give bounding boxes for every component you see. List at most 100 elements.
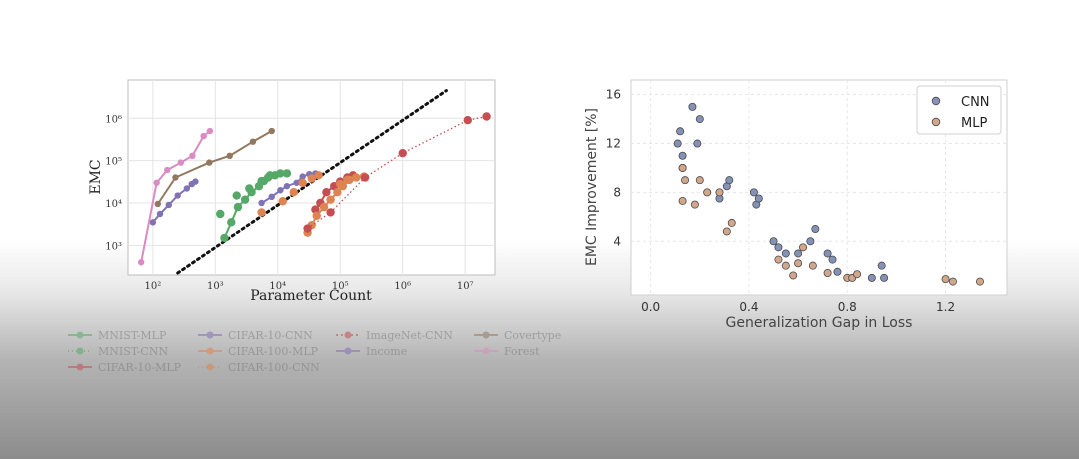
data-point-mnist-cnn xyxy=(216,209,225,219)
legend-entry-covertype: Covertype xyxy=(474,329,561,342)
data-point-cifar-100-cnn xyxy=(307,174,316,183)
legend-entry-imagenet-cnn: ImageNet-CNN xyxy=(336,329,453,342)
data-point-imagenet-cnn xyxy=(482,112,491,121)
left-x-tick-label: 10³ xyxy=(207,281,224,292)
scatter-point-cnn xyxy=(794,249,803,258)
data-point-imagenet-cnn xyxy=(326,208,335,217)
left-x-tick-label: 10⁷ xyxy=(457,281,474,292)
data-point-mnist-mlp xyxy=(220,233,229,243)
data-point-mnist-cnn xyxy=(265,171,275,180)
scatter-point-mlp xyxy=(781,261,790,270)
right-legend: CNN MLP xyxy=(916,85,1002,135)
left-y-tick-labels: 10³ 10⁴ 10⁵ 10⁶ xyxy=(105,114,122,252)
data-point-cifar-10-cnn xyxy=(293,179,300,186)
scatter-point-cnn xyxy=(695,115,704,124)
scatter-point-mlp xyxy=(695,176,704,185)
scatter-point-cnn xyxy=(754,194,763,203)
data-point-imagenet-cnn xyxy=(303,224,312,233)
scatter-point-mlp xyxy=(948,277,957,286)
data-point-imagenet-cnn xyxy=(398,148,407,158)
scatter-point-cnn xyxy=(693,139,702,148)
data-point-income xyxy=(156,210,164,218)
data-point-forest xyxy=(177,159,184,166)
legend-marker xyxy=(206,363,214,371)
legend-marker xyxy=(482,331,490,339)
scatter-point-mlp xyxy=(941,275,950,284)
legend-marker xyxy=(206,347,214,355)
data-point-income xyxy=(174,192,181,199)
right-x-axis-label: Generalization Gap in Loss xyxy=(726,315,913,331)
right-legend-marker xyxy=(931,96,941,106)
scatter-point-mlp xyxy=(789,271,798,280)
legend-entry-income: Income xyxy=(336,345,407,358)
scatter-point-cnn xyxy=(676,127,685,136)
scatter-series-cnn xyxy=(673,102,889,282)
scatter-point-mlp xyxy=(681,176,690,185)
series-forest xyxy=(137,127,214,266)
scatter-point-cnn xyxy=(688,102,697,111)
scatter-point-mlp xyxy=(715,188,724,197)
right-legend-marker xyxy=(931,117,941,127)
scatter-point-cnn xyxy=(880,273,889,282)
data-point-mnist-cnn xyxy=(257,176,266,186)
left-series-group xyxy=(137,112,491,266)
left-y-tick-label: 10⁶ xyxy=(105,114,122,125)
left-x-tick-label: 10⁶ xyxy=(394,281,411,292)
scatter-point-mlp xyxy=(678,163,687,172)
left-x-tick-label: 10² xyxy=(144,281,161,292)
data-point-cifar-100-cnn xyxy=(314,171,323,180)
scatter-point-cnn xyxy=(877,261,886,270)
data-point-cifar-10-mlp xyxy=(322,187,331,197)
left-x-tick-label: 10⁴ xyxy=(269,281,286,292)
data-point-mnist-mlp xyxy=(227,218,236,227)
right-y-tick-labels: 4 8 12 16 xyxy=(606,88,621,249)
legend-entry-cifar-100-mlp: CIFAR-100-MLP xyxy=(198,345,319,358)
data-point-mnist-mlp xyxy=(233,202,243,212)
legend-marker xyxy=(344,347,352,355)
left-y-tick-label: 10³ xyxy=(105,241,122,252)
legend-label: CIFAR-10-MLP xyxy=(98,361,182,374)
data-point-imagenet-cnn xyxy=(463,116,472,125)
legend-entry-cifar-10-mlp: CIFAR-10-MLP xyxy=(68,361,182,374)
scatter-point-mlp xyxy=(722,227,731,236)
series-covertype xyxy=(154,127,275,208)
scatter-point-mlp xyxy=(690,200,699,209)
data-point-cifar-10-cnn xyxy=(299,173,306,180)
legend-marker xyxy=(76,363,84,371)
data-point-covertype xyxy=(206,159,213,166)
right-y-tick-label: 4 xyxy=(613,234,621,248)
data-point-income xyxy=(165,201,173,209)
right-y-tick-label: 8 xyxy=(613,185,621,199)
right-y-axis-label: EMC Improvement [%] xyxy=(584,108,600,266)
data-point-forest xyxy=(164,166,171,174)
data-point-covertype xyxy=(249,138,257,145)
scatter-point-cnn xyxy=(749,188,758,197)
data-point-forest xyxy=(137,259,145,266)
legend-label: CIFAR-10-CNN xyxy=(228,329,313,342)
scatter-point-mlp xyxy=(794,259,803,268)
data-point-cifar-100-cnn xyxy=(336,179,345,189)
right-series-group xyxy=(673,102,984,286)
series-cifar-100-cnn xyxy=(257,171,352,217)
right-x-tick-label: 0.4 xyxy=(739,300,758,314)
emc-improvement-vs-gap-chart: 0.0 0.4 0.8 1.2 4 8 12 16 Generalization Gap i… xyxy=(584,79,1008,331)
scatter-point-mlp xyxy=(853,270,862,279)
data-point-cifar-100-cnn xyxy=(257,208,266,217)
data-point-covertype xyxy=(268,127,275,135)
data-point-forest xyxy=(200,132,207,140)
series-mnist-cnn xyxy=(216,171,275,219)
legend-entry-forest: Forest xyxy=(474,345,540,358)
left-x-axis-label: Parameter Count xyxy=(250,288,372,304)
legend-label: Covertype xyxy=(504,329,561,342)
scatter-point-cnn xyxy=(811,225,820,234)
data-point-covertype xyxy=(226,152,233,160)
data-point-forest xyxy=(153,179,160,186)
data-point-cifar-100-cnn xyxy=(278,197,287,206)
scatter-point-mlp xyxy=(823,269,832,278)
series-imagenet-cnn xyxy=(303,112,491,233)
legend-marker xyxy=(76,331,84,339)
legend-marker xyxy=(344,331,352,339)
data-point-cifar-100-cnn xyxy=(289,187,298,197)
left-y-tick-label: 10⁴ xyxy=(105,199,122,210)
data-point-income xyxy=(183,185,191,192)
